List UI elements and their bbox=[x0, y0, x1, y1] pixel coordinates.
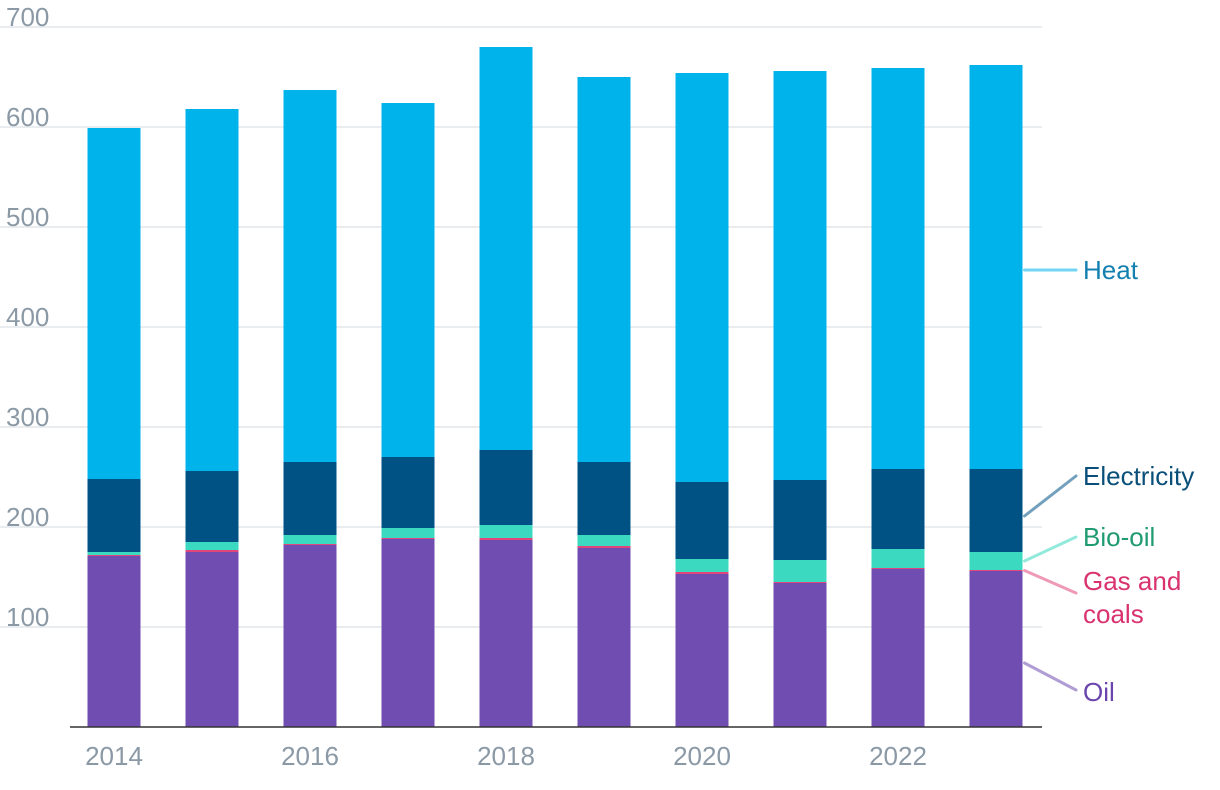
bars bbox=[87, 47, 1023, 727]
legend-label-gas-and-coals: Gas and coals bbox=[1083, 566, 1181, 629]
bar-gas-and-coals-2019 bbox=[577, 546, 631, 548]
bar-gas-and-coals-2023 bbox=[969, 570, 1023, 571]
bar-gas-and-coals-2021 bbox=[773, 582, 827, 583]
legend-label-heat: Heat bbox=[1083, 255, 1139, 285]
bar-gas-and-coals-2017 bbox=[381, 538, 435, 539]
bar-bio-oil-2022 bbox=[871, 549, 925, 568]
legend-connector-electricity bbox=[1023, 474, 1078, 518]
bar-electricity-2017 bbox=[381, 457, 435, 528]
bar-oil-2015 bbox=[185, 552, 239, 727]
bar-heat-2022 bbox=[871, 68, 925, 469]
bar-oil-2018 bbox=[479, 540, 533, 727]
y-tick-label-600: 600 bbox=[6, 102, 49, 132]
bar-group-2023 bbox=[969, 65, 1023, 727]
bar-gas-and-coals-2015 bbox=[185, 550, 239, 552]
bar-gas-and-coals-2018 bbox=[479, 538, 533, 540]
bar-group-2015 bbox=[185, 109, 239, 727]
x-tick-label-2022: 2022 bbox=[869, 741, 927, 771]
bar-electricity-2019 bbox=[577, 462, 631, 535]
bar-oil-2019 bbox=[577, 548, 631, 727]
legend-connector-gas-and-coals bbox=[1023, 569, 1078, 595]
y-axis-tick-labels: 100 200 300 400 500 600 700 bbox=[6, 2, 49, 632]
bar-gas-and-coals-2020 bbox=[675, 572, 729, 574]
x-axis-tick-labels: 2014 2016 2018 2020 2022 bbox=[85, 741, 927, 771]
y-tick-label-200: 200 bbox=[6, 502, 49, 532]
bar-group-2017 bbox=[381, 103, 435, 727]
bar-heat-2014 bbox=[87, 128, 141, 479]
bar-electricity-2014 bbox=[87, 479, 141, 552]
legend-connector-bio-oil bbox=[1023, 535, 1078, 563]
bar-electricity-2020 bbox=[675, 482, 729, 559]
bar-bio-oil-2021 bbox=[773, 560, 827, 582]
bar-electricity-2018 bbox=[479, 450, 533, 525]
bar-bio-oil-2023 bbox=[969, 552, 1023, 570]
bar-electricity-2015 bbox=[185, 471, 239, 542]
y-tick-label-400: 400 bbox=[6, 302, 49, 332]
bar-heat-2023 bbox=[969, 65, 1023, 469]
x-tick-label-2014: 2014 bbox=[85, 741, 143, 771]
legend: Oil Gas and coals Bio-oil Electricity Heat bbox=[1023, 255, 1194, 707]
bar-heat-2021 bbox=[773, 71, 827, 480]
bar-heat-2016 bbox=[283, 90, 337, 462]
bar-electricity-2023 bbox=[969, 469, 1023, 552]
bar-oil-2022 bbox=[871, 569, 925, 727]
legend-label-oil: Oil bbox=[1083, 677, 1115, 707]
bar-bio-oil-2019 bbox=[577, 535, 631, 546]
bar-heat-2020 bbox=[675, 73, 729, 482]
bar-group-2020 bbox=[675, 73, 729, 727]
bar-oil-2017 bbox=[381, 539, 435, 727]
bar-group-2014 bbox=[87, 128, 141, 727]
legend-label-bio-oil: Bio-oil bbox=[1083, 522, 1155, 552]
bar-bio-oil-2015 bbox=[185, 542, 239, 550]
x-tick-label-2016: 2016 bbox=[281, 741, 339, 771]
bar-oil-2014 bbox=[87, 556, 141, 727]
bar-oil-2023 bbox=[969, 571, 1023, 727]
bar-bio-oil-2014 bbox=[87, 552, 141, 555]
bar-bio-oil-2017 bbox=[381, 528, 435, 538]
bar-electricity-2021 bbox=[773, 480, 827, 560]
y-tick-label-100: 100 bbox=[6, 602, 49, 632]
bar-group-2021 bbox=[773, 71, 827, 727]
bar-gas-and-coals-2016 bbox=[283, 544, 337, 545]
bar-heat-2017 bbox=[381, 103, 435, 457]
bar-bio-oil-2020 bbox=[675, 559, 729, 572]
bar-group-2016 bbox=[283, 90, 337, 727]
legend-label-electricity: Electricity bbox=[1083, 461, 1194, 491]
y-tick-label-500: 500 bbox=[6, 202, 49, 232]
bar-bio-oil-2018 bbox=[479, 525, 533, 538]
bar-oil-2020 bbox=[675, 574, 729, 727]
bar-electricity-2022 bbox=[871, 469, 925, 549]
bar-oil-2021 bbox=[773, 583, 827, 727]
bar-bio-oil-2016 bbox=[283, 535, 337, 544]
x-tick-label-2020: 2020 bbox=[673, 741, 731, 771]
bar-electricity-2016 bbox=[283, 462, 337, 535]
bar-heat-2015 bbox=[185, 109, 239, 471]
bar-group-2019 bbox=[577, 77, 631, 727]
bar-gas-and-coals-2014 bbox=[87, 555, 141, 556]
bar-gas-and-coals-2022 bbox=[871, 568, 925, 569]
legend-connector-oil bbox=[1023, 661, 1078, 692]
bar-heat-2018 bbox=[479, 47, 533, 450]
bar-oil-2016 bbox=[283, 545, 337, 727]
bar-group-2022 bbox=[871, 68, 925, 727]
bar-group-2018 bbox=[479, 47, 533, 727]
bar-heat-2019 bbox=[577, 77, 631, 462]
y-tick-label-300: 300 bbox=[6, 402, 49, 432]
x-tick-label-2018: 2018 bbox=[477, 741, 535, 771]
y-tick-label-700: 700 bbox=[6, 2, 49, 32]
